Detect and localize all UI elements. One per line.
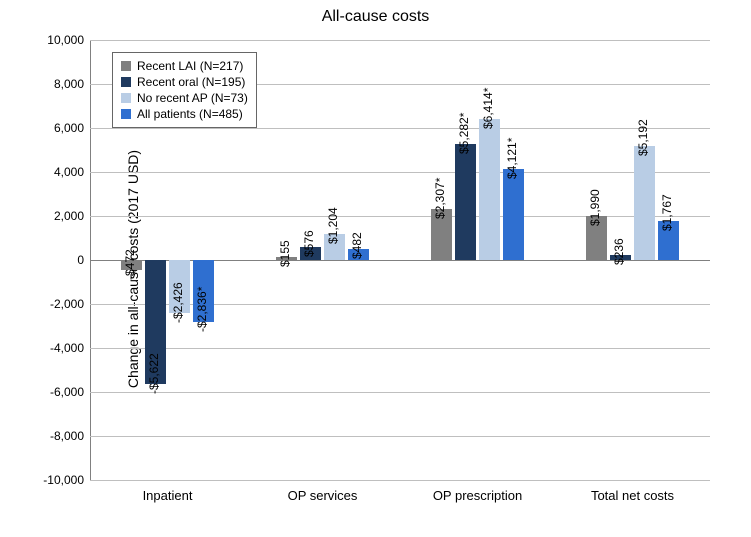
y-tick-label: -6,000 [50,385,90,399]
y-tick-label: 10,000 [47,33,90,47]
y-tick-label: 0 [77,253,90,267]
bar-value-label: -$472 [123,250,137,281]
bar-value-label: -$2,426 [171,283,185,324]
bar-value-label: $5,192 [636,119,650,156]
y-tick-label: 6,000 [54,121,90,135]
legend-label: Recent oral (N=195) [137,75,245,89]
category-label: Total net costs [591,480,674,503]
y-tick-label: 4,000 [54,165,90,179]
gridline [90,172,710,173]
legend-swatch [121,61,131,71]
legend-item: All patients (N=485) [121,107,248,121]
bar-value-label: $4,121* [505,138,519,179]
legend-swatch [121,93,131,103]
bar-value-label: $2,307* [433,178,447,219]
gridline [90,216,710,217]
bar-value-label: $1,767 [660,194,674,231]
legend-label: All patients (N=485) [137,107,243,121]
legend-swatch [121,109,131,119]
bar-value-label: -$2,836* [195,287,209,332]
y-tick-label: -2,000 [50,297,90,311]
bar-value-label: $576 [302,231,316,258]
bar-value-label: $6,414* [481,88,495,129]
category-label: OP prescription [433,480,522,503]
legend-item: Recent oral (N=195) [121,75,248,89]
chart-container: All-cause costs Change in all-cause cost… [0,0,751,537]
gridline [90,128,710,129]
gridline [90,348,710,349]
y-tick-label: 8,000 [54,77,90,91]
category-label: OP services [288,480,358,503]
legend-item: No recent AP (N=73) [121,91,248,105]
bar-value-label: $5,282* [457,112,471,153]
gridline [90,436,710,437]
legend: Recent LAI (N=217) Recent oral (N=195) No … [112,52,257,128]
bar-value-label: $155 [278,240,292,267]
y-tick-label: -8,000 [50,429,90,443]
legend-label: Recent LAI (N=217) [137,59,243,73]
legend-swatch [121,77,131,87]
chart-title: All-cause costs [0,8,751,26]
gridline [90,40,710,41]
y-tick-label: -4,000 [50,341,90,355]
bar-value-label: $236 [612,238,626,265]
legend-item: Recent LAI (N=217) [121,59,248,73]
y-tick-label: -10,000 [43,473,90,487]
legend-label: No recent AP (N=73) [137,91,248,105]
bar-value-label: $1,204 [326,207,340,244]
gridline [90,392,710,393]
bar [503,169,524,260]
bar-value-label: $1,990 [588,190,602,227]
plot-area: -10,000-8,000-6,000-4,000-2,00002,0004,0… [90,40,710,480]
category-label: Inpatient [143,480,193,503]
bar-value-label: -$5,622 [147,353,161,394]
y-tick-label: 2,000 [54,209,90,223]
bar-value-label: $482 [350,233,364,260]
bar [455,144,476,260]
bar [634,146,655,260]
bar [479,119,500,260]
